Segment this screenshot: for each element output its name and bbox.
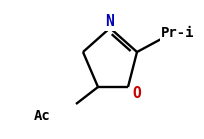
Text: Ac: Ac — [33, 109, 50, 123]
Text: O: O — [132, 85, 141, 100]
Text: Pr-i: Pr-i — [161, 26, 194, 40]
Text: N: N — [105, 14, 114, 29]
